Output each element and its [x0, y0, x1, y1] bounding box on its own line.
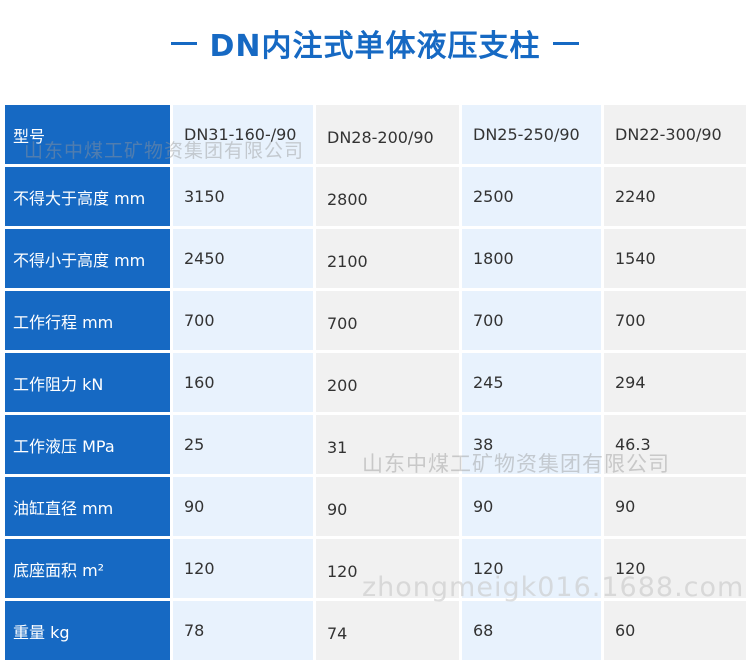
- table-row-stroke: 工作行程 mm 700 700 700 700: [5, 291, 746, 353]
- table-row-pressure: 工作液压 MPa 25 31 38 46.3: [5, 415, 746, 477]
- table-cell: 700: [604, 291, 746, 353]
- table-cell: 90: [173, 477, 316, 539]
- table-cell: 160: [173, 353, 316, 415]
- table-cell: 2800: [316, 167, 462, 229]
- table-cell: 120: [604, 539, 746, 601]
- table-cell: DN31-160-/90: [173, 105, 316, 167]
- table-row-cylinder: 油缸直径 mm 90 90 90 90: [5, 477, 746, 539]
- table-cell: 46.3: [604, 415, 746, 477]
- table-cell: 78: [173, 601, 316, 660]
- table-cell: 1800: [462, 229, 604, 291]
- row-label: 型号: [5, 105, 173, 167]
- row-label: 工作液压 MPa: [5, 415, 173, 477]
- table-cell: 294: [604, 353, 746, 415]
- row-label: 油缸直径 mm: [5, 477, 173, 539]
- table-cell: DN28-200/90: [316, 105, 462, 167]
- title-dash-left: [171, 41, 198, 45]
- table-cell: 700: [173, 291, 316, 353]
- row-label: 不得小于高度 mm: [5, 229, 173, 291]
- table-cell: 245: [462, 353, 604, 415]
- table-cell: DN25-250/90: [462, 105, 604, 167]
- table-row-model: 型号 DN31-160-/90 DN28-200/90 DN25-250/90 …: [5, 105, 746, 167]
- table-cell: DN22-300/90: [604, 105, 746, 167]
- row-label: 重量 kg: [5, 601, 173, 660]
- row-label: 工作阻力 kN: [5, 353, 173, 415]
- table-cell: 25: [173, 415, 316, 477]
- table-cell: 74: [316, 601, 462, 660]
- table-cell: 120: [462, 539, 604, 601]
- table-cell: 2500: [462, 167, 604, 229]
- table-cell: 90: [604, 477, 746, 539]
- table-cell: 68: [462, 601, 604, 660]
- table-row-resistance: 工作阻力 kN 160 200 245 294: [5, 353, 746, 415]
- table-cell: 200: [316, 353, 462, 415]
- page-title: DN内注式单体液压支柱: [209, 29, 541, 64]
- title-dash-right: [552, 41, 579, 45]
- table-cell: 2450: [173, 229, 316, 291]
- table-cell: 3150: [173, 167, 316, 229]
- table-row-max-height: 不得大于高度 mm 3150 2800 2500 2240: [5, 167, 746, 229]
- table-cell: 1540: [604, 229, 746, 291]
- table-row-min-height: 不得小于高度 mm 2450 2100 1800 1540: [5, 229, 746, 291]
- table-cell: 90: [462, 477, 604, 539]
- page-title-bar: DN内注式单体液压支柱: [0, 18, 750, 68]
- spec-table: 型号 DN31-160-/90 DN28-200/90 DN25-250/90 …: [5, 105, 746, 660]
- table-cell: 38: [462, 415, 604, 477]
- table-cell: 60: [604, 601, 746, 660]
- row-label: 底座面积 m²: [5, 539, 173, 601]
- table-row-base-area: 底座面积 m² 120 120 120 120: [5, 539, 746, 601]
- table-cell: 90: [316, 477, 462, 539]
- table-cell: 700: [462, 291, 604, 353]
- table-cell: 700: [316, 291, 462, 353]
- table-row-weight: 重量 kg 78 74 68 60: [5, 601, 746, 660]
- table-cell: 31: [316, 415, 462, 477]
- table-cell: 120: [316, 539, 462, 601]
- table-cell: 120: [173, 539, 316, 601]
- table-cell: 2100: [316, 229, 462, 291]
- row-label: 工作行程 mm: [5, 291, 173, 353]
- row-label: 不得大于高度 mm: [5, 167, 173, 229]
- table-cell: 2240: [604, 167, 746, 229]
